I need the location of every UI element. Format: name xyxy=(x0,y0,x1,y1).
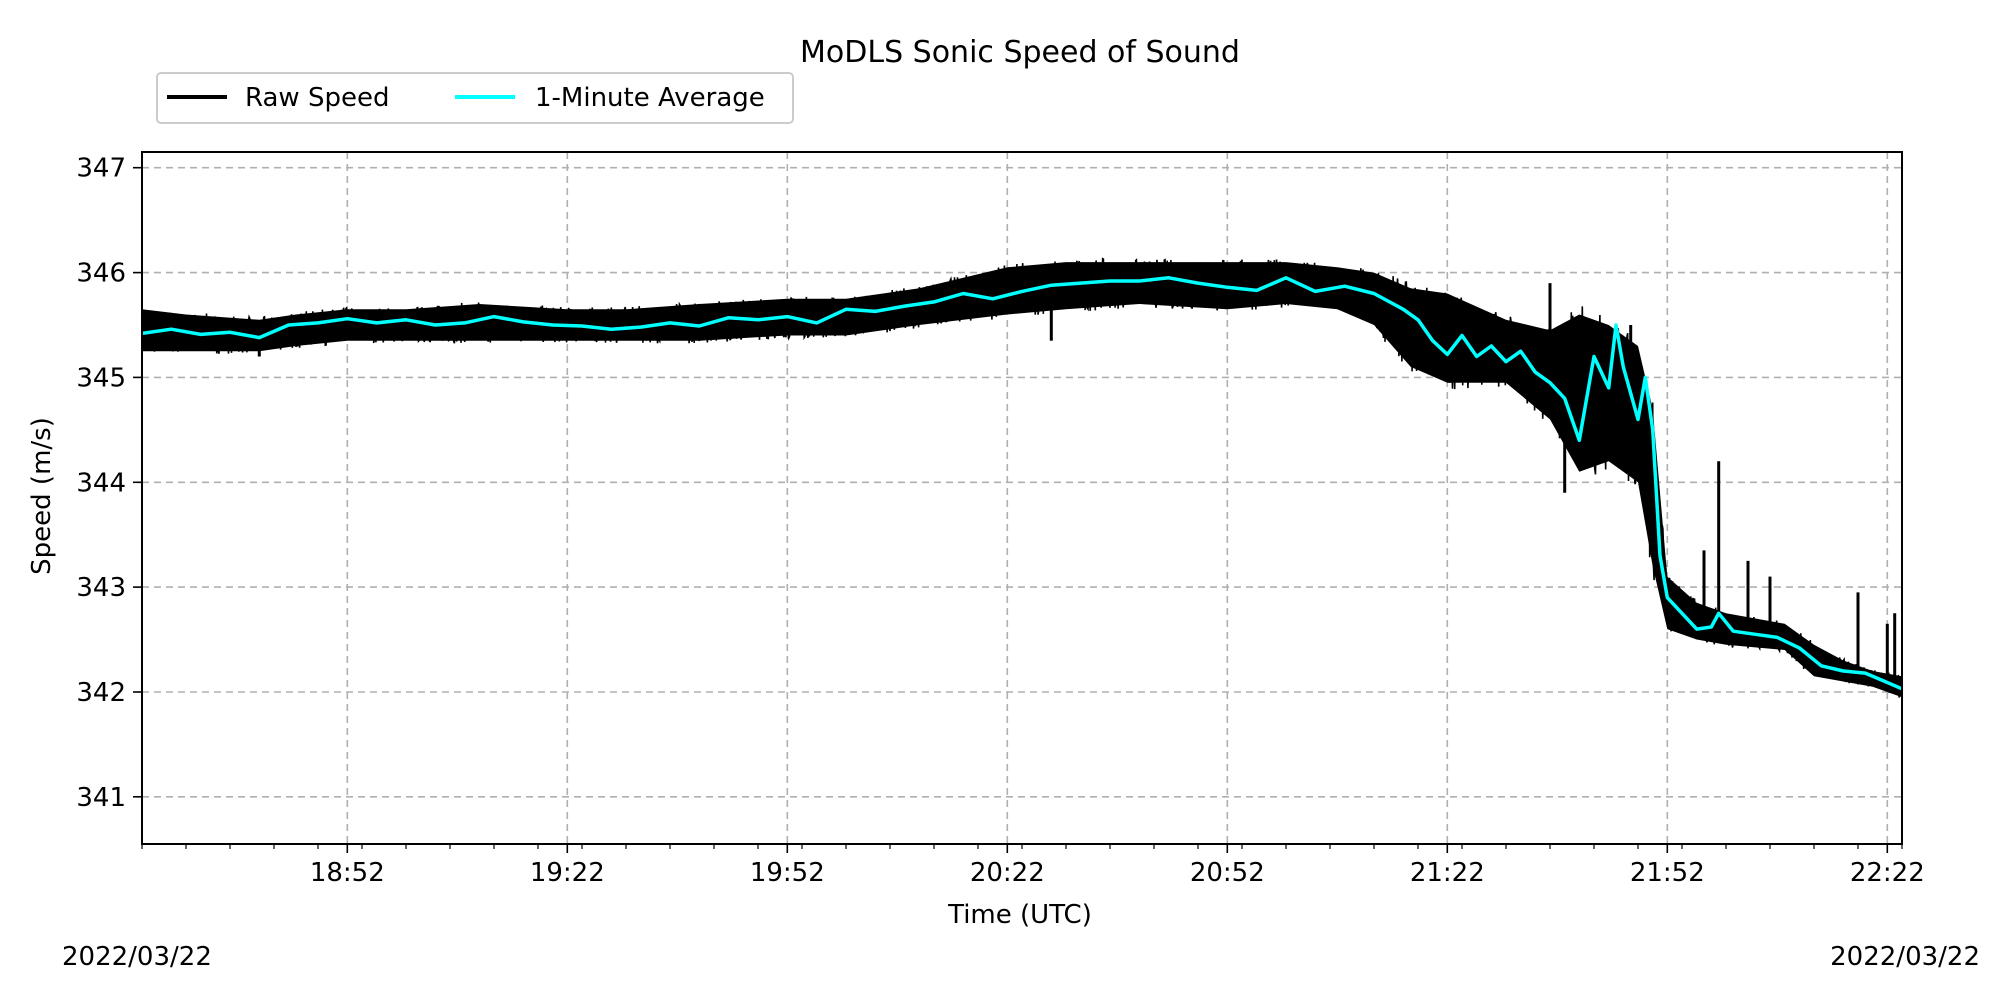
x-tick-label: 18:52 xyxy=(310,858,385,888)
axis-ticks: 341 342 343 344 345 346 347 18:52 19:22 19:52 20:2… xyxy=(76,154,1924,888)
x-tick-label: 20:52 xyxy=(1190,858,1265,888)
chart-title: MoDLS Sonic Speed of Sound xyxy=(800,35,1240,70)
x-tick-label: 20:22 xyxy=(970,858,1045,888)
raw-speed-line xyxy=(141,257,1903,698)
legend-label-raw-speed: Raw Speed xyxy=(245,83,389,113)
y-tick-label: 344 xyxy=(76,468,126,498)
x-tick-label: 22:22 xyxy=(1850,858,1925,888)
y-tick-label: 343 xyxy=(76,573,126,603)
end-date-label: 2022/03/22 xyxy=(1830,942,1980,972)
x-tick-label: 19:22 xyxy=(530,858,605,888)
axes-frame xyxy=(141,151,1903,845)
y-tick-label: 347 xyxy=(76,154,126,184)
legend-label-average: 1-Minute Average xyxy=(535,83,765,113)
x-tick-label: 21:52 xyxy=(1630,858,1705,888)
y-tick-label: 342 xyxy=(76,678,126,708)
average-series xyxy=(141,276,1903,691)
y-tick-label: 345 xyxy=(76,363,126,393)
raw-speed-series xyxy=(141,257,1903,698)
legend: Raw Speed 1-Minute Average xyxy=(156,72,794,124)
x-axis-label: Time (UTC) xyxy=(947,900,1092,930)
y-axis-label: Speed (m/s) xyxy=(27,417,57,575)
y-tick-label: 346 xyxy=(76,259,126,289)
x-tick-label: 21:22 xyxy=(1410,858,1485,888)
y-tick-label: 341 xyxy=(76,783,126,813)
x-tick-label: 19:52 xyxy=(750,858,825,888)
average-line xyxy=(141,276,1903,691)
start-date-label: 2022/03/22 xyxy=(62,942,212,972)
grid xyxy=(142,152,1902,844)
